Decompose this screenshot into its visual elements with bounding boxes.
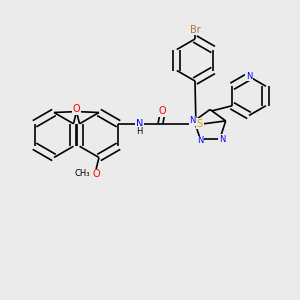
Text: N: N xyxy=(136,119,143,129)
Text: O: O xyxy=(92,169,100,179)
Text: O: O xyxy=(158,106,166,116)
Text: N: N xyxy=(219,135,225,144)
Text: O: O xyxy=(73,104,80,115)
Text: S: S xyxy=(196,119,202,129)
Text: N: N xyxy=(246,72,252,81)
Text: N: N xyxy=(190,116,196,125)
Text: H: H xyxy=(136,127,143,136)
Text: Br: Br xyxy=(190,25,200,35)
Text: N: N xyxy=(197,136,203,145)
Text: CH₃: CH₃ xyxy=(75,169,90,178)
